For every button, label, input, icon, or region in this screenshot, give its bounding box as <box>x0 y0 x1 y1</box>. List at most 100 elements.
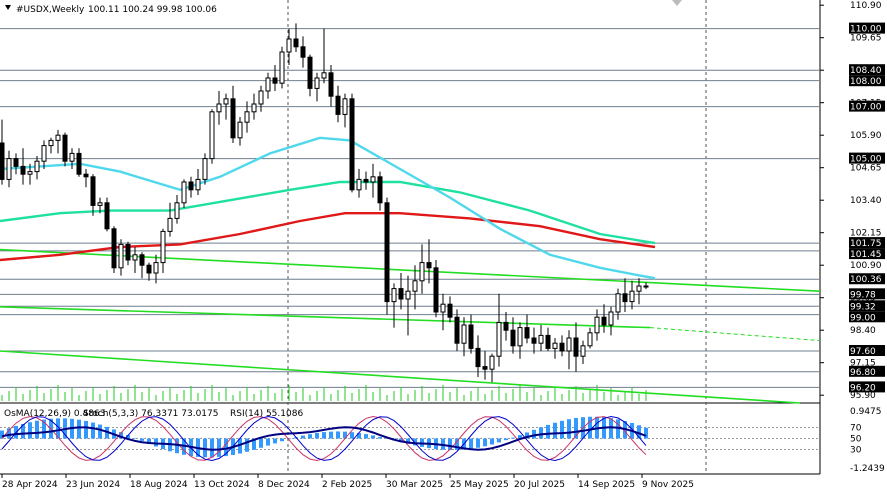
candle <box>475 347 481 368</box>
candle <box>482 366 488 370</box>
osma-bar <box>84 420 88 439</box>
candle <box>55 134 61 141</box>
osma-bar <box>455 438 459 451</box>
candle <box>412 280 418 292</box>
candle <box>195 178 201 191</box>
osma-bar <box>406 438 410 444</box>
time-tick-label: 18 Aug 2024 <box>130 480 188 490</box>
candle <box>188 181 194 191</box>
level-tag-label: 101.45 <box>850 250 882 260</box>
candle <box>608 311 614 326</box>
osma-bar <box>273 438 277 444</box>
osma-bar <box>280 438 284 442</box>
candle <box>230 98 236 139</box>
osma-bar <box>266 438 270 446</box>
level-tag-label: 108.00 <box>850 77 882 87</box>
ma-aqua-line <box>0 180 656 245</box>
candle <box>419 262 425 282</box>
price-tick-label: 103.40 <box>850 196 882 206</box>
trend-line-lower <box>0 350 801 404</box>
level-tag-box <box>849 365 885 377</box>
trend-line-mid-extension <box>649 327 821 342</box>
time-tick-label: 28 Apr 2024 <box>2 480 58 490</box>
candle <box>62 134 68 162</box>
candle <box>111 228 117 269</box>
candle <box>104 202 110 230</box>
osma-bar <box>133 437 137 439</box>
trend-line-mid <box>0 306 651 329</box>
candle <box>496 321 502 357</box>
candle <box>454 316 460 344</box>
osma-bar <box>469 438 473 449</box>
candle <box>300 46 306 58</box>
time-tick-label: 20 Jul 2025 <box>514 480 565 490</box>
candle <box>125 243 131 261</box>
candle <box>41 145 47 162</box>
candle <box>146 264 152 274</box>
price-tick-label: 102.15 <box>850 229 882 239</box>
price-tick-label: 95.90 <box>850 391 876 401</box>
candle <box>363 178 369 183</box>
osma-bar <box>259 438 263 448</box>
candle <box>34 160 40 173</box>
osma-bar <box>308 434 312 439</box>
candle <box>636 285 642 292</box>
level-tag-box <box>849 311 885 323</box>
osma-bar <box>483 438 487 447</box>
candle <box>13 158 19 167</box>
candle <box>629 290 635 303</box>
oscillator-tick-label: 70 <box>850 424 862 434</box>
ma-red-line <box>0 212 656 262</box>
candle <box>223 98 229 105</box>
candle <box>27 171 33 175</box>
candle <box>265 77 271 92</box>
price-tick-label: 97.15 <box>850 359 876 369</box>
time-tick-label: 2 Feb 2025 <box>322 480 372 490</box>
shift-marker-icon[interactable] <box>672 0 682 6</box>
candle <box>293 38 299 48</box>
stoch-signal-line <box>1 415 647 462</box>
osma-bar <box>7 428 11 439</box>
candle <box>237 121 243 139</box>
candle <box>405 290 411 300</box>
osma-bar <box>238 438 242 454</box>
candle <box>433 267 439 313</box>
osma-bar <box>371 435 375 439</box>
level-tag-label: 99.00 <box>850 313 876 323</box>
candle <box>181 181 187 204</box>
candle <box>461 324 467 344</box>
level-tag-box <box>849 345 885 356</box>
osma-bar <box>574 418 578 439</box>
osma-bar <box>588 416 592 439</box>
level-tag-box <box>849 273 885 285</box>
osma-bar <box>399 438 403 443</box>
osma-bar <box>119 432 123 439</box>
level-tag-label: 105.00 <box>850 155 882 165</box>
candle <box>307 56 313 89</box>
rsi-line <box>1 426 647 451</box>
osma-bar <box>91 422 95 439</box>
candle <box>314 77 320 89</box>
price-tick-label: 105.90 <box>850 131 882 141</box>
candle <box>244 111 250 123</box>
osma-bar <box>140 438 144 441</box>
dropdown-triangle-icon[interactable] <box>5 5 11 10</box>
osma-bar <box>329 431 333 439</box>
osma-bar <box>413 438 417 446</box>
candle <box>139 254 145 266</box>
osma-bar <box>336 431 340 439</box>
osma-bar <box>252 438 256 450</box>
oscillator-tick-label: 30 <box>850 446 862 456</box>
candle <box>468 324 474 349</box>
price-tick-label: 109.65 <box>850 34 882 44</box>
osma-bar <box>644 427 648 439</box>
candle <box>356 178 362 191</box>
time-tick-label: 23 Jun 2024 <box>66 480 120 490</box>
osma-bar <box>35 420 39 439</box>
candle <box>216 103 222 113</box>
osma-bar <box>476 438 480 448</box>
level-tag-box <box>849 381 885 393</box>
candle <box>20 165 26 175</box>
